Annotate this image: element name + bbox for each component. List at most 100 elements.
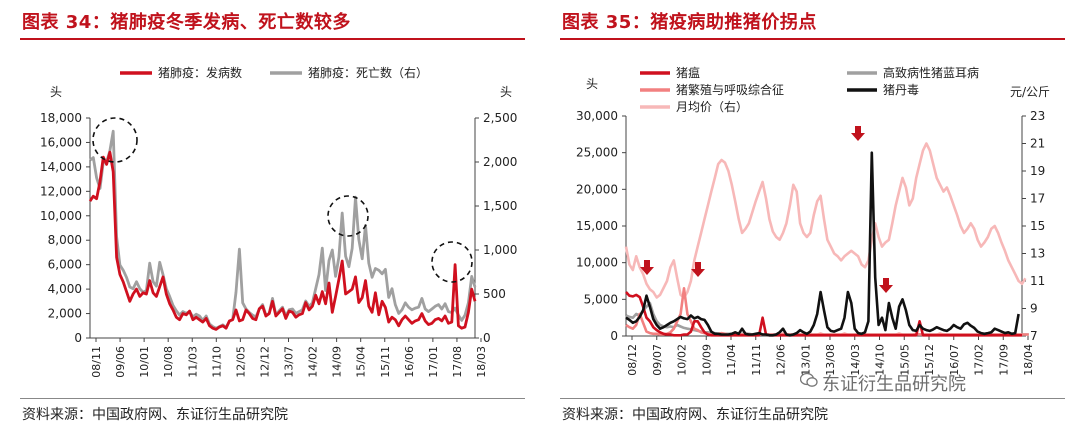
disease-price-chart: 0 5,000 10,000 15,000 20,000 25,000 30,000 7 9 11… (576, 65, 1050, 376)
y-tick-label-right: 9 (1030, 302, 1038, 316)
series-line-deaths (89, 129, 477, 330)
x-tick-label: 14/09 (331, 346, 344, 378)
x-tick-label: 18/04 (1022, 344, 1035, 376)
x-tick-label: 08/11 (90, 346, 103, 378)
legend-label: 猪肺疫：死亡数（右） (308, 65, 428, 80)
y-unit-right: 头 (500, 85, 512, 99)
series-line-erysipelas (625, 151, 1020, 337)
x-tick-label: 12/06 (775, 344, 788, 376)
down-arrow-icon (851, 126, 865, 141)
down-arrow-icon (691, 262, 705, 277)
x-tick-label: 15/05 (898, 344, 911, 376)
x-tick-label: 13/01 (799, 344, 812, 376)
x-tick-label: 11/03 (186, 346, 199, 378)
y-tick-label-right: 15 (1030, 219, 1045, 233)
x-tick-label: 14/02 (307, 346, 320, 378)
legend-label: 猪肺疫：发病数 (158, 65, 242, 80)
y-tick-label-left: 25,000 (576, 146, 618, 160)
highlight-circle (92, 117, 138, 163)
x-tick-label: 12/12 (258, 346, 271, 378)
y-tick-label-right: 23 (1030, 109, 1045, 123)
y-tick-label-left: 5,000 (584, 292, 618, 306)
x-tick-label: 14/03 (849, 344, 862, 376)
legend-label: 月均价（右） (676, 99, 748, 114)
x-tick-label: 11/11 (750, 344, 763, 376)
x-tick-label: 17/02 (973, 344, 986, 376)
title-rule (560, 38, 1065, 40)
x-tick-label: 17/01 (427, 346, 440, 378)
y-tick-label-left: 15,000 (576, 219, 618, 233)
y-tick-label-right: 21 (1030, 137, 1045, 151)
highlight-circle (431, 241, 473, 283)
x-tick-label: 13/07 (283, 346, 296, 378)
down-arrow-icon (879, 278, 893, 293)
y-tick-label-right: 19 (1030, 164, 1045, 178)
chart-panel-diseases: 图表 35：猪疫病助推猪价拐点 0 5,000 10,000 15,000 20,000… (540, 0, 1080, 433)
y-tick-label-right: 2,000 (483, 155, 517, 169)
x-tick-label: 13/08 (824, 344, 837, 376)
y-unit-left: 头 (50, 85, 62, 99)
x-tick-label: 10/02 (676, 344, 689, 376)
x-tick-label: 09/07 (651, 344, 664, 376)
chart-title: 图表 35：猪疫病助推猪价拐点 (562, 12, 817, 33)
x-tick-label: 16/06 (403, 346, 416, 378)
y-tick-label-left: 4,000 (48, 282, 82, 296)
y-tick-label-left: 18,000 (40, 111, 82, 125)
y-tick-label-right: 1,000 (483, 243, 517, 257)
y-tick-label-left: 14,000 (40, 160, 82, 174)
x-tick-label: 17/09 (997, 344, 1010, 376)
y-tick-label-right: 13 (1030, 247, 1045, 261)
x-tick-label: 10/09 (700, 344, 713, 376)
y-tick-label-left: 10,000 (40, 209, 82, 223)
x-tick-label: 15/12 (923, 344, 936, 376)
y-tick-label-left: 8,000 (48, 233, 82, 247)
y-tick-label-left: 6,000 (48, 258, 82, 272)
legend-label: 猪繁殖与呼吸综合征 (676, 82, 784, 97)
x-tick-label: 10/08 (162, 346, 175, 378)
x-tick-label: 10/01 (138, 346, 151, 378)
watermark: 东证衍生品研究院 (822, 374, 966, 395)
y-tick-label-left: 20,000 (576, 182, 618, 196)
down-arrow-icon (640, 260, 654, 275)
y-tick-label-left: 2,000 (48, 307, 82, 321)
y-unit-left: 头 (586, 77, 598, 91)
y-tick-label-left: 12,000 (40, 184, 82, 198)
x-tick-label: 08/12 (626, 344, 639, 376)
series-line-price (624, 142, 1027, 299)
x-tick-label: 18/03 (475, 346, 488, 378)
source-rule (560, 398, 1065, 399)
source-rule (20, 398, 525, 399)
y-tick-label-right: 2,500 (483, 111, 517, 125)
x-tick-label: 14/10 (874, 344, 887, 376)
series-line-incidence (88, 150, 477, 331)
y-tick-label-left: 16,000 (40, 135, 82, 149)
y-tick-label-right: 11 (1030, 274, 1045, 288)
y-tick-label-right: 7 (1030, 329, 1038, 343)
y-tick-label-right: 0 (483, 331, 491, 345)
x-tick-label: 12/05 (234, 346, 247, 378)
y-tick-label-left: 0 (610, 329, 618, 343)
series-line-swine-fever (625, 291, 1022, 337)
source-note: 资料来源：中国政府网、东证衍生品研究院 (562, 407, 828, 423)
chart-title: 图表 34：猪肺疫冬季发病、死亡数较多 (22, 12, 351, 33)
legend-label: 猪瘟 (676, 65, 700, 80)
y-tick-label-right: 1,500 (483, 199, 517, 213)
y-tick-label-right: 500 (483, 287, 506, 301)
y-tick-label-left: 30,000 (576, 109, 618, 123)
x-tick-label: 11/04 (725, 344, 738, 376)
wechat-icon (800, 372, 818, 387)
y-tick-label-left: 10,000 (576, 256, 618, 270)
pneumonia-chart: 0 2,000 4,000 6,000 8,000 10,000 12,000 14,000 1… (40, 65, 517, 378)
x-tick-label: 09/06 (114, 346, 127, 378)
x-tick-label: 16/07 (948, 344, 961, 376)
y-tick-label-left: 0 (74, 331, 82, 345)
y-tick-label-right: 17 (1030, 192, 1045, 206)
highlight-circle (327, 195, 369, 237)
x-tick-label: 15/04 (355, 346, 368, 378)
x-tick-label: 17/08 (451, 346, 464, 378)
legend-label: 猪丹毒 (883, 83, 919, 97)
source-note: 资料来源：中国政府网、东证衍生品研究院 (22, 407, 288, 423)
x-tick-label: 15/11 (379, 346, 392, 378)
title-rule (20, 38, 525, 40)
y-unit-right: 元/公斤 (1010, 85, 1050, 99)
